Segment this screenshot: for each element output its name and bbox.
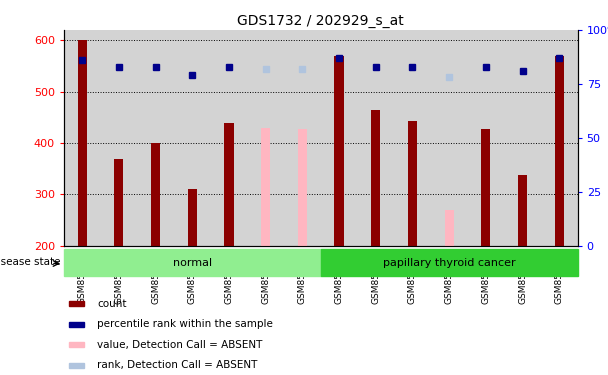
Bar — [321, 30, 358, 246]
Bar — [69, 363, 85, 368]
Bar — [137, 30, 174, 246]
Bar — [174, 30, 210, 246]
Bar — [261, 128, 271, 246]
Bar — [444, 210, 454, 246]
Bar — [64, 249, 321, 276]
Bar — [298, 129, 307, 246]
Text: count: count — [97, 298, 126, 309]
Bar — [188, 189, 197, 246]
Bar — [69, 322, 85, 327]
Text: rank, Detection Call = ABSENT: rank, Detection Call = ABSENT — [97, 360, 258, 370]
Text: normal: normal — [173, 258, 212, 268]
Bar — [431, 30, 468, 246]
Bar — [114, 159, 123, 246]
Title: GDS1732 / 202929_s_at: GDS1732 / 202929_s_at — [237, 13, 404, 28]
Bar — [504, 30, 541, 246]
Bar — [210, 30, 247, 246]
Bar — [394, 30, 431, 246]
Bar — [334, 56, 344, 246]
Bar — [321, 249, 578, 276]
Bar — [284, 30, 321, 246]
Bar — [408, 121, 417, 246]
Bar — [100, 30, 137, 246]
Text: disease state: disease state — [0, 257, 61, 267]
Text: value, Detection Call = ABSENT: value, Detection Call = ABSENT — [97, 340, 263, 350]
Bar — [224, 123, 233, 246]
Bar — [541, 30, 578, 246]
Text: papillary thyroid cancer: papillary thyroid cancer — [383, 258, 516, 268]
Bar — [371, 110, 381, 246]
Bar — [518, 175, 527, 246]
Bar — [69, 301, 85, 306]
Bar — [468, 30, 504, 246]
Bar — [247, 30, 284, 246]
Bar — [151, 143, 160, 246]
Bar — [554, 56, 564, 246]
Bar — [358, 30, 394, 246]
Bar — [78, 40, 87, 246]
Bar — [64, 30, 100, 246]
Text: percentile rank within the sample: percentile rank within the sample — [97, 319, 273, 329]
Bar — [69, 342, 85, 347]
Bar — [482, 129, 491, 246]
